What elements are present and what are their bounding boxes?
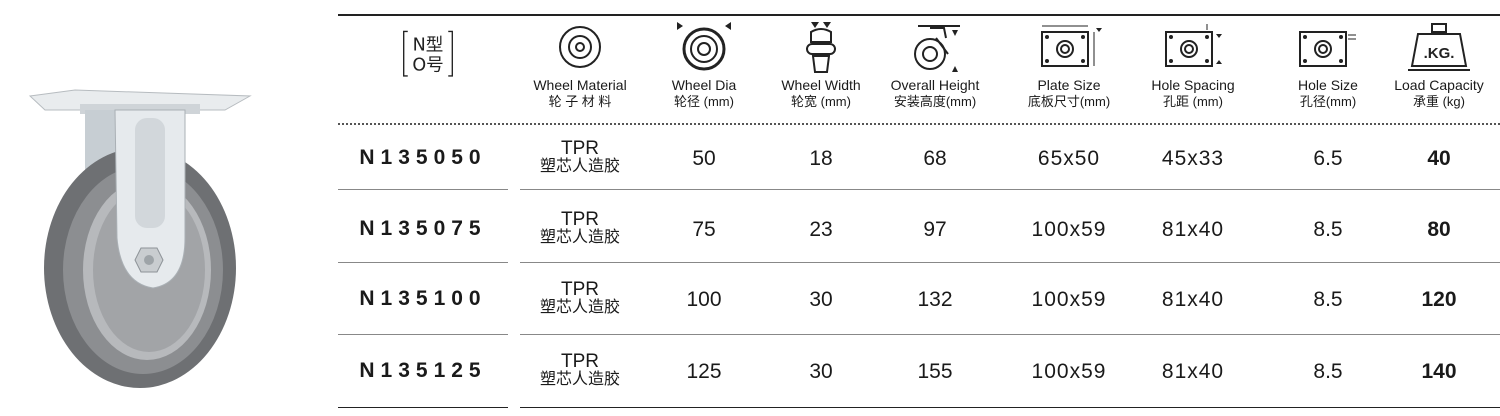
- row-divider: [520, 262, 1500, 263]
- load-cell: 80: [1427, 218, 1451, 241]
- dia-cell: 125: [686, 360, 722, 383]
- table-header: N型 O号 Wheel Material 轮 子 材 料 Wheel: [338, 18, 1500, 122]
- height-cell: 155: [917, 360, 953, 383]
- width-cell: 23: [809, 218, 833, 241]
- header-divider: [338, 123, 1500, 125]
- load-icon-text: .KG.: [1424, 45, 1455, 62]
- weight-icon: .KG.: [1408, 23, 1470, 71]
- model-cell: N135075: [359, 217, 487, 240]
- row-divider: [338, 189, 508, 190]
- spacing-cell: 81x40: [1161, 288, 1225, 311]
- wheel-width-icon: [806, 22, 836, 73]
- table-row: N135100 TPR 塑芯人造胶 100 30 132 100x59 81x4…: [338, 279, 1500, 327]
- spacing-cell: 45x33: [1161, 147, 1225, 170]
- dia-cell: 75: [692, 218, 716, 241]
- table-row: N135075 TPR 塑芯人造胶 75 23 97 100x59 81x40 …: [338, 209, 1500, 257]
- spacing-cell: 81x40: [1161, 218, 1225, 241]
- hole-cell: 8.5: [1313, 288, 1343, 311]
- plate-cell: 100x59: [1031, 218, 1107, 241]
- table-row: N135050 TPR 塑芯人造胶 50 18 68 65x50 45x33 6…: [338, 138, 1500, 186]
- table-row: N135125 TPR 塑芯人造胶 125 30 155 100x59 81x4…: [338, 351, 1500, 399]
- material-cell: TPR 塑芯人造胶: [520, 351, 640, 389]
- header-load-en: Load Capacity: [1394, 77, 1484, 93]
- material-cell: TPR 塑芯人造胶: [520, 279, 640, 317]
- model-cell: N135125: [359, 359, 487, 382]
- plate-cell: 100x59: [1031, 288, 1107, 311]
- header-spacing-en: Hole Spacing: [1151, 77, 1235, 93]
- header-dia-en: Wheel Dia: [671, 77, 737, 93]
- model-mark-top: N型: [413, 35, 444, 55]
- header-height-en: Overall Height: [890, 77, 980, 93]
- hole-cell: 6.5: [1313, 147, 1343, 170]
- material-cell: TPR 塑芯人造胶: [520, 138, 640, 176]
- header-material-cn: 轮 子 材 料: [548, 94, 612, 109]
- header-width: Wheel Width 轮宽 (mm): [771, 18, 871, 122]
- height-cell: 132: [917, 288, 953, 311]
- dia-cell: 100: [686, 288, 722, 311]
- spec-table: N型 O号 Wheel Material 轮 子 材 料 Wheel: [338, 0, 1500, 416]
- header-hole: Hole Size 孔径(mm): [1278, 18, 1378, 122]
- row-divider: [520, 407, 1500, 408]
- plate-cell: 65x50: [1037, 147, 1101, 170]
- height-cell: 97: [923, 218, 947, 241]
- row-divider: [338, 262, 508, 263]
- material-cn: 塑芯人造胶: [539, 299, 620, 316]
- header-height: Overall Height 安装高度(mm): [880, 18, 990, 122]
- header-dia: Wheel Dia 轮径 (mm): [649, 18, 759, 122]
- height-cell: 68: [923, 147, 947, 170]
- model-number-icon: N型 O号: [403, 30, 453, 77]
- header-hole-cn: 孔径(mm): [1299, 94, 1357, 109]
- header-height-cn: 安装高度(mm): [893, 94, 977, 109]
- row-divider: [338, 334, 508, 335]
- header-material: Wheel Material 轮 子 材 料: [520, 18, 640, 122]
- model-mark-bottom: O号: [412, 56, 443, 76]
- header-plate-cn: 底板尺寸(mm): [1027, 94, 1111, 109]
- material-cn: 塑芯人造胶: [539, 229, 620, 246]
- model-cell: N135050: [359, 146, 487, 169]
- overall-height-icon: [914, 25, 960, 72]
- load-cell: 120: [1421, 288, 1457, 311]
- load-cell: 140: [1421, 360, 1457, 383]
- plate-size-icon: [1041, 25, 1102, 67]
- header-load: .KG. Load Capacity 承重 (kg): [1384, 18, 1494, 122]
- hole-cell: 8.5: [1313, 360, 1343, 383]
- row-divider: [338, 407, 508, 408]
- hole-size-icon: [1299, 31, 1356, 67]
- width-cell: 30: [809, 288, 833, 311]
- row-divider: [520, 189, 1500, 190]
- dia-cell: 50: [692, 147, 716, 170]
- header-plate: Plate Size 底板尺寸(mm): [1014, 18, 1124, 122]
- plate-cell: 100x59: [1031, 360, 1107, 383]
- header-dia-cn: 轮径 (mm): [674, 94, 734, 109]
- material-cn: 塑芯人造胶: [539, 371, 620, 388]
- header-spacing-cn: 孔距 (mm): [1163, 94, 1223, 109]
- header-hole-en: Hole Size: [1298, 77, 1358, 93]
- header-model: N型 O号: [368, 18, 488, 122]
- header-plate-en: Plate Size: [1037, 77, 1101, 93]
- material-en: TPR: [561, 279, 599, 300]
- header-width-en: Wheel Width: [781, 77, 861, 93]
- width-cell: 18: [809, 147, 833, 170]
- header-material-en: Wheel Material: [533, 77, 627, 93]
- hole-spacing-icon: [1165, 24, 1222, 67]
- hole-cell: 8.5: [1313, 218, 1343, 241]
- wheel-material-icon: [559, 26, 601, 68]
- header-load-cn: 承重 (kg): [1412, 94, 1465, 109]
- spacing-cell: 81x40: [1161, 360, 1225, 383]
- load-cell: 40: [1427, 147, 1451, 170]
- header-width-cn: 轮宽 (mm): [791, 94, 851, 109]
- material-en: TPR: [561, 209, 599, 230]
- row-divider: [520, 334, 1500, 335]
- header-spacing: Hole Spacing 孔距 (mm): [1138, 18, 1248, 122]
- material-en: TPR: [561, 138, 599, 159]
- width-cell: 30: [809, 360, 833, 383]
- model-cell: N135100: [359, 287, 487, 310]
- material-cn: 塑芯人造胶: [539, 158, 620, 175]
- table-top-border: [338, 14, 1500, 16]
- wheel-dia-icon: [677, 22, 731, 71]
- caster-product-image: [28, 89, 252, 388]
- material-en: TPR: [561, 351, 599, 372]
- material-cell: TPR 塑芯人造胶: [520, 209, 640, 247]
